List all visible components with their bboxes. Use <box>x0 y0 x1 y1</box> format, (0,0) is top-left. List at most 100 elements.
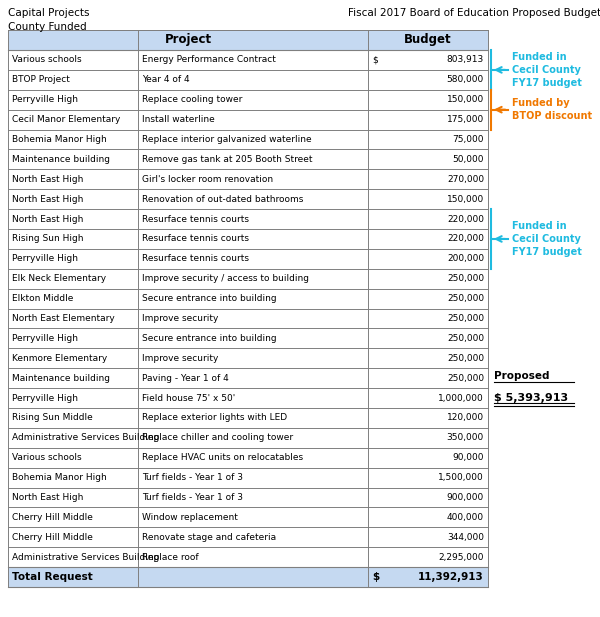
Text: 350,000: 350,000 <box>447 433 484 442</box>
Text: 803,913: 803,913 <box>447 56 484 64</box>
Text: 120,000: 120,000 <box>447 413 484 423</box>
Text: Girl's locker room renovation: Girl's locker room renovation <box>142 175 273 184</box>
Text: Elk Neck Elementary: Elk Neck Elementary <box>12 274 106 283</box>
Text: 250,000: 250,000 <box>447 354 484 363</box>
Bar <box>8 130 488 149</box>
Text: $: $ <box>372 56 378 64</box>
Text: 1,500,000: 1,500,000 <box>438 473 484 482</box>
Text: Cherry Hill Middle: Cherry Hill Middle <box>12 532 93 542</box>
Text: Perryville High: Perryville High <box>12 95 78 104</box>
Text: Fiscal 2017 Board of Education Proposed Budget: Fiscal 2017 Board of Education Proposed … <box>348 8 600 18</box>
Text: Budget: Budget <box>404 33 452 46</box>
Text: North East High: North East High <box>12 493 83 502</box>
Text: Funded in
Cecil County
FY17 budget: Funded in Cecil County FY17 budget <box>512 221 582 257</box>
Text: North East Elementary: North East Elementary <box>12 314 115 323</box>
Text: Replace roof: Replace roof <box>142 553 199 561</box>
Bar <box>8 90 488 110</box>
Text: Various schools: Various schools <box>12 453 82 462</box>
Bar <box>8 30 488 50</box>
Text: 250,000: 250,000 <box>447 374 484 383</box>
Text: 175,000: 175,000 <box>447 115 484 124</box>
Text: Install waterline: Install waterline <box>142 115 215 124</box>
Text: North East High: North East High <box>12 215 83 223</box>
Bar <box>8 507 488 528</box>
Bar <box>8 269 488 289</box>
Text: Funded in
Cecil County
FY17 budget: Funded in Cecil County FY17 budget <box>512 52 582 88</box>
Text: Secure entrance into building: Secure entrance into building <box>142 294 277 303</box>
Text: 150,000: 150,000 <box>447 95 484 104</box>
Bar <box>8 149 488 169</box>
Text: Energy Performance Contract: Energy Performance Contract <box>142 56 276 64</box>
Text: Bohemia Manor High: Bohemia Manor High <box>12 473 107 482</box>
Text: Perryville High: Perryville High <box>12 334 78 343</box>
Text: 2,295,000: 2,295,000 <box>439 553 484 561</box>
Text: 90,000: 90,000 <box>452 453 484 462</box>
Text: BTOP Project: BTOP Project <box>12 75 70 85</box>
Text: Perryville High: Perryville High <box>12 394 78 402</box>
Bar <box>8 289 488 308</box>
Text: Replace exterior lights with LED: Replace exterior lights with LED <box>142 413 287 423</box>
Text: 580,000: 580,000 <box>447 75 484 85</box>
Bar <box>8 468 488 487</box>
Text: Project: Project <box>164 33 212 46</box>
Bar <box>8 528 488 547</box>
Bar <box>8 388 488 408</box>
Text: Administrative Services Building: Administrative Services Building <box>12 553 160 561</box>
Bar <box>8 189 488 209</box>
Text: Paving - Year 1 of 4: Paving - Year 1 of 4 <box>142 374 229 383</box>
Bar <box>8 308 488 328</box>
Text: Replace chiller and cooling tower: Replace chiller and cooling tower <box>142 433 293 442</box>
Bar <box>8 487 488 507</box>
Bar <box>8 448 488 468</box>
Text: 344,000: 344,000 <box>447 532 484 542</box>
Text: Turf fields - Year 1 of 3: Turf fields - Year 1 of 3 <box>142 493 243 502</box>
Text: Rising Sun High: Rising Sun High <box>12 234 83 244</box>
Bar <box>8 349 488 368</box>
Bar <box>8 368 488 388</box>
Text: Cherry Hill Middle: Cherry Hill Middle <box>12 513 93 522</box>
Text: Replace HVAC units on relocatables: Replace HVAC units on relocatables <box>142 453 303 462</box>
Text: 270,000: 270,000 <box>447 175 484 184</box>
Text: Maintenance building: Maintenance building <box>12 155 110 164</box>
Text: North East High: North East High <box>12 195 83 204</box>
Text: Capital Projects
County Funded: Capital Projects County Funded <box>8 8 89 32</box>
Text: Resurface tennis courts: Resurface tennis courts <box>142 234 249 244</box>
Text: Replace cooling tower: Replace cooling tower <box>142 95 242 104</box>
Text: Elkton Middle: Elkton Middle <box>12 294 73 303</box>
Text: Improve security: Improve security <box>142 314 218 323</box>
Text: 250,000: 250,000 <box>447 274 484 283</box>
Text: North East High: North East High <box>12 175 83 184</box>
Bar <box>8 169 488 189</box>
Text: Replace interior galvanized waterline: Replace interior galvanized waterline <box>142 135 311 144</box>
Text: Renovate stage and cafeteria: Renovate stage and cafeteria <box>142 532 276 542</box>
Text: Resurface tennis courts: Resurface tennis courts <box>142 254 249 263</box>
Text: 75,000: 75,000 <box>452 135 484 144</box>
Text: 1,000,000: 1,000,000 <box>438 394 484 402</box>
Text: Administrative Services Building: Administrative Services Building <box>12 433 160 442</box>
Bar <box>8 567 488 587</box>
Text: 220,000: 220,000 <box>447 215 484 223</box>
Bar <box>8 110 488 130</box>
Text: Proposed: Proposed <box>494 371 550 381</box>
Text: 900,000: 900,000 <box>447 493 484 502</box>
Text: Improve security: Improve security <box>142 354 218 363</box>
Text: Year 4 of 4: Year 4 of 4 <box>142 75 190 85</box>
Bar <box>8 70 488 90</box>
Text: Resurface tennis courts: Resurface tennis courts <box>142 215 249 223</box>
Bar <box>8 229 488 249</box>
Text: $: $ <box>372 572 379 582</box>
Text: Various schools: Various schools <box>12 56 82 64</box>
Text: 220,000: 220,000 <box>447 234 484 244</box>
Bar <box>8 328 488 349</box>
Text: Renovation of out-dated bathrooms: Renovation of out-dated bathrooms <box>142 195 304 204</box>
Bar <box>8 50 488 70</box>
Text: 250,000: 250,000 <box>447 314 484 323</box>
Text: $ 5,393,913: $ 5,393,913 <box>494 393 568 403</box>
Text: Perryville High: Perryville High <box>12 254 78 263</box>
Bar <box>8 209 488 229</box>
Text: Total Request: Total Request <box>12 572 93 582</box>
Text: Window replacement: Window replacement <box>142 513 238 522</box>
Text: 200,000: 200,000 <box>447 254 484 263</box>
Bar <box>8 428 488 448</box>
Text: 11,392,913: 11,392,913 <box>418 572 484 582</box>
